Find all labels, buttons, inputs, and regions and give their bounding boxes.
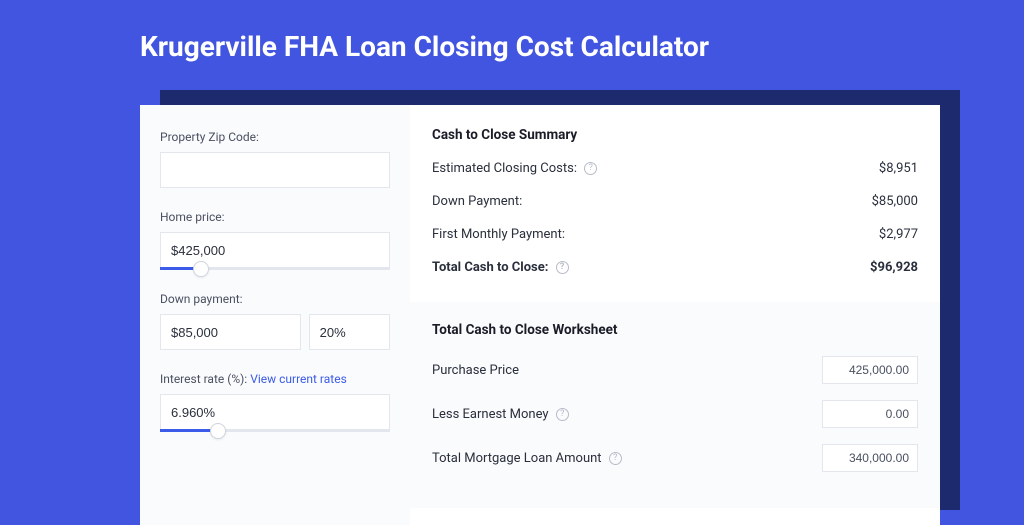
summary-value: $8,951 — [879, 161, 918, 176]
summary-total-row: Total Cash to Close: ? $96,928 — [432, 260, 918, 275]
help-icon[interactable]: ? — [556, 408, 569, 421]
worksheet-value-input[interactable] — [822, 400, 918, 428]
help-icon[interactable]: ? — [556, 261, 569, 274]
help-icon[interactable]: ? — [609, 452, 622, 465]
down-payment-pct-input[interactable] — [309, 314, 390, 350]
interest-label: Interest rate (%): View current rates — [160, 372, 390, 386]
down-payment-input[interactable] — [160, 314, 301, 350]
summary-label: First Monthly Payment: — [432, 227, 565, 242]
worksheet-panel: Total Cash to Close Worksheet Purchase P… — [410, 302, 940, 508]
worksheet-title: Total Cash to Close Worksheet — [432, 322, 918, 338]
worksheet-label-text: Less Earnest Money — [432, 407, 549, 422]
summary-label: Estimated Closing Costs: ? — [432, 161, 597, 176]
view-rates-link[interactable]: View current rates — [250, 372, 347, 386]
summary-row: Down Payment: $85,000 — [432, 194, 918, 209]
interest-field: Interest rate (%): View current rates — [160, 372, 390, 432]
summary-total-label: Total Cash to Close: ? — [432, 260, 569, 275]
worksheet-label: Less Earnest Money ? — [432, 407, 569, 422]
worksheet-row: Purchase Price — [432, 356, 918, 384]
calculator-card: Property Zip Code: Home price: Down paym… — [140, 105, 940, 525]
divider — [432, 293, 918, 294]
home-price-slider[interactable] — [160, 267, 390, 270]
interest-slider[interactable] — [160, 429, 390, 432]
worksheet-value-input[interactable] — [822, 356, 918, 384]
inputs-sidebar: Property Zip Code: Home price: Down paym… — [140, 105, 410, 525]
worksheet-value-input[interactable] — [822, 444, 918, 472]
summary-total-value: $96,928 — [870, 260, 918, 275]
zip-label: Property Zip Code: — [160, 130, 390, 144]
summary-value: $85,000 — [872, 194, 918, 209]
home-price-field: Home price: — [160, 210, 390, 270]
down-payment-label: Down payment: — [160, 292, 390, 306]
slider-thumb[interactable] — [193, 261, 209, 277]
page-title: Krugerville FHA Loan Closing Cost Calcul… — [0, 0, 1024, 83]
worksheet-row: Less Earnest Money ? — [432, 400, 918, 428]
worksheet-row: Total Mortgage Loan Amount ? — [432, 444, 918, 472]
zip-input[interactable] — [160, 152, 390, 188]
summary-label: Down Payment: — [432, 194, 522, 209]
summary-row: Estimated Closing Costs: ? $8,951 — [432, 161, 918, 176]
worksheet-label-text: Total Mortgage Loan Amount — [432, 451, 602, 466]
results-main: Cash to Close Summary Estimated Closing … — [410, 105, 940, 525]
interest-input[interactable] — [160, 394, 390, 430]
summary-title: Cash to Close Summary — [432, 127, 918, 143]
summary-row: First Monthly Payment: $2,977 — [432, 227, 918, 242]
slider-thumb[interactable] — [210, 423, 226, 439]
help-icon[interactable]: ? — [584, 162, 597, 175]
down-payment-field: Down payment: — [160, 292, 390, 350]
worksheet-label: Total Mortgage Loan Amount ? — [432, 451, 622, 466]
summary-value: $2,977 — [879, 227, 918, 242]
summary-label-text: Estimated Closing Costs: — [432, 161, 577, 176]
home-price-label: Home price: — [160, 210, 390, 224]
zip-field: Property Zip Code: — [160, 130, 390, 188]
interest-label-text: Interest rate (%): — [160, 372, 250, 386]
summary-total-label-text: Total Cash to Close: — [432, 260, 548, 275]
worksheet-label: Purchase Price — [432, 363, 519, 378]
